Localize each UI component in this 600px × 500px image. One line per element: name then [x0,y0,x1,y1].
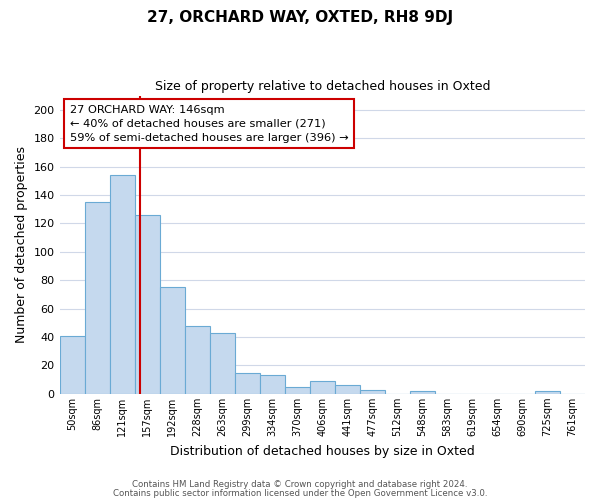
Bar [410,391,435,394]
Bar [360,390,385,394]
Bar [235,372,260,394]
Bar [185,326,209,394]
Bar [134,215,160,394]
Bar [59,336,85,394]
Title: Size of property relative to detached houses in Oxted: Size of property relative to detached ho… [155,80,490,93]
Bar [535,391,560,394]
Bar [310,381,335,394]
Bar [285,387,310,394]
Text: Contains public sector information licensed under the Open Government Licence v3: Contains public sector information licen… [113,488,487,498]
Bar [335,386,360,394]
Text: Contains HM Land Registry data © Crown copyright and database right 2024.: Contains HM Land Registry data © Crown c… [132,480,468,489]
Text: 27, ORCHARD WAY, OXTED, RH8 9DJ: 27, ORCHARD WAY, OXTED, RH8 9DJ [147,10,453,25]
Y-axis label: Number of detached properties: Number of detached properties [15,146,28,343]
Bar [160,288,185,394]
Bar [209,333,235,394]
X-axis label: Distribution of detached houses by size in Oxted: Distribution of detached houses by size … [170,444,475,458]
Bar [110,175,134,394]
Bar [85,202,110,394]
Bar [260,376,285,394]
Text: 27 ORCHARD WAY: 146sqm
← 40% of detached houses are smaller (271)
59% of semi-de: 27 ORCHARD WAY: 146sqm ← 40% of detached… [70,104,349,142]
